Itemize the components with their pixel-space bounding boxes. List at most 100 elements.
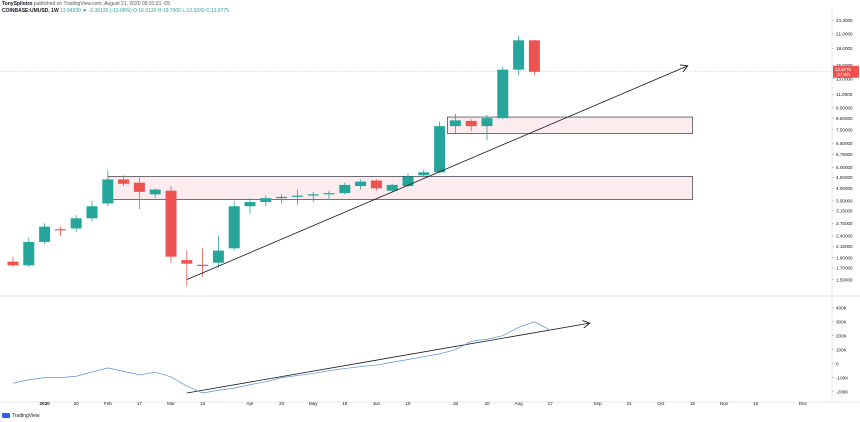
chart-header: TonySpilotro published on TradingView.co… [2,1,229,15]
price-tick-label: 3.50000 [836,198,853,203]
candle-up [355,181,367,187]
price-tick-label: 5.75000 [836,152,853,157]
candle-down [370,180,382,189]
author-name[interactable]: TonySpilotro [2,1,33,7]
time-tick-label: Jul [452,401,458,406]
candle-up [513,40,525,70]
time-tick-label: Apr [246,401,254,406]
candle-countdown-label: 2d 16h [837,72,850,77]
indicator-series-line [12,321,551,394]
time-tick-label: Oct [657,401,665,406]
candle-down [54,229,66,231]
time-tick-label: Jun [373,401,381,406]
time-tick-label: Dec [799,401,808,406]
candle-up [23,241,35,266]
candle-up [291,195,303,197]
time-tick-label: 2020 [39,401,50,406]
ascending-trendline-arrow [186,66,688,281]
time-tick-label: Sep [594,401,603,406]
candle-up [228,206,240,249]
indicator-trendline-arrow [186,323,590,394]
grid [0,8,860,403]
candle-up [86,206,98,219]
candle-up [339,184,351,194]
time-tick-label: 19 [690,401,696,406]
time-tick-label: Aug [515,401,524,406]
time-tick-label: 21 [627,401,633,406]
indicator-tick-label: -200K [836,389,849,394]
price-tick-label: 4.50000 [836,175,853,180]
price-tick-label: 1.90000 [836,255,853,260]
tradingview-icon [2,413,10,419]
indicator-tick-label: 100K [836,347,848,352]
current-price-label: 13.9775 [835,67,851,72]
price-tick-label: 7.50000 [836,127,853,132]
candle-down [181,260,193,264]
price-tick-label: 13.0000 [836,76,853,81]
time-tick-label: 20 [74,401,80,406]
candle-down [7,261,19,266]
time-tick-label: Feb [104,401,112,406]
ohlc-readout: 13.94930 ▼ -2.30130 (-13.08%) O:16.0130 … [60,8,230,14]
price-tick-label: 1.50000 [836,277,853,282]
candle-up [481,118,493,127]
support-zones [107,116,693,200]
candle-up [449,120,461,127]
indicator-tick-label: 0 [836,361,839,366]
time-tick-label: Mar [167,401,175,406]
candle-up [402,176,414,187]
indicator-tick-label: 200K [836,333,848,338]
candle-down [465,120,477,127]
candle-up [386,184,398,191]
price-tick-label: 6.50000 [836,141,853,146]
time-tick-label: 17 [548,401,554,406]
axes: 24.3000 21.0000 18.0000 15.0000 13.0000 11.00… [39,18,859,406]
price-tick-label: 11.0000 [836,92,853,97]
indicator-tick-label: -100K [836,375,849,380]
price-tick-label: 4.00000 [836,186,853,191]
time-tick-label: 20 [484,401,490,406]
tradingview-brand-label: TradingView [12,413,40,419]
price-tick-label: 2.15000 [836,244,853,249]
candle-down [118,179,130,184]
time-tick-label: 18 [342,401,348,406]
candle-down [528,40,540,72]
time-tick-label: 16 [200,401,206,406]
candle-up [70,218,82,229]
price-tick-label: 2.75000 [836,221,853,226]
price-tick-label: 18.0000 [836,46,853,51]
tradingview-logo[interactable]: TradingView [2,413,40,419]
indicator-pane [12,321,551,394]
candle-up [323,193,335,195]
symbol-label[interactable]: COINBASE:UMUSD, 1W [2,8,59,14]
current-price-badge [833,65,859,78]
candles [7,36,540,287]
price-tick-label: 3.15000 [836,208,853,213]
price-tick-label: 21.0000 [836,32,853,37]
candle-up [244,202,256,207]
indicator-tick-label: 400K [836,305,848,310]
price-tick-label: 5.00000 [836,165,853,170]
price-tick-label: 24.3000 [836,18,853,23]
candle-up [39,226,51,242]
candle-up [212,250,224,263]
time-tick-label: 17 [137,401,143,406]
candle-down [165,190,177,257]
candle-up [418,172,430,176]
price-tick-label: 1.70000 [836,266,853,271]
candle-up [276,196,288,199]
candle-up [434,126,446,173]
time-tick-label: May [309,401,318,406]
candle-up [102,179,114,204]
support-zone-box [107,176,693,200]
indicator-tick-label: 300K [836,319,848,324]
time-tick-label: 15 [405,401,411,406]
time-tick-label: Nov [720,401,729,406]
time-tick-label: 16 [753,401,759,406]
candle-up [149,189,161,195]
price-tick-label: 9.50000 [836,105,853,110]
candle-up [497,69,509,119]
publish-info: published on TradingView.com, August 21,… [33,1,170,7]
trendlines [186,66,688,394]
